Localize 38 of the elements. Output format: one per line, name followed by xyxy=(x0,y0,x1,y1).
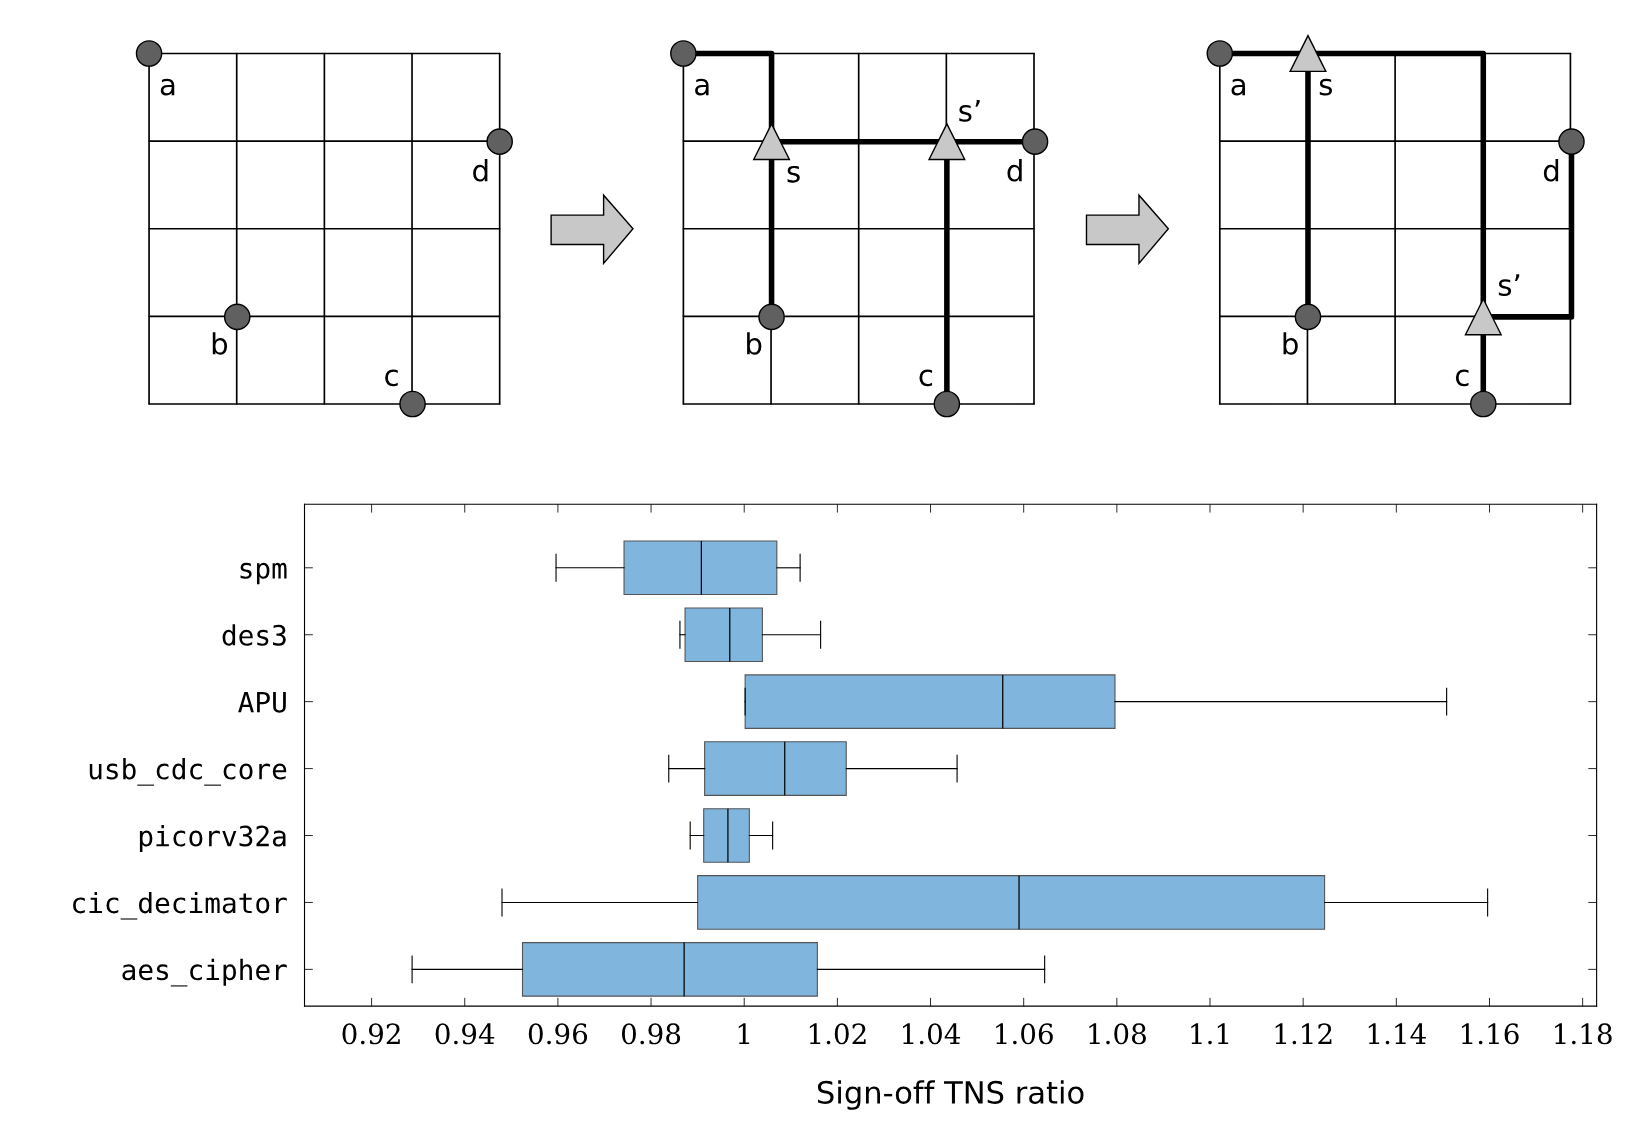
text: b xyxy=(212,332,228,355)
text: s xyxy=(787,165,800,183)
text: b xyxy=(1283,332,1298,355)
text: a xyxy=(1231,78,1245,96)
x-tick-label: 1.08 xyxy=(1089,1023,1146,1045)
y-tick-label: APU xyxy=(238,692,286,713)
y-tick-label: cic_decimator xyxy=(73,891,287,920)
x-tick-label: 1.02 xyxy=(809,1023,866,1045)
text: c xyxy=(919,369,933,387)
y-tick-label: spm xyxy=(240,562,287,585)
x-tick-label: 0.98 xyxy=(621,1023,681,1045)
y-tick-label: usb_cdc_core xyxy=(89,758,287,786)
text: a xyxy=(695,78,709,96)
x-tick-label: 1.04 xyxy=(903,1023,961,1045)
x-tick-label: 1.1 xyxy=(1191,1023,1229,1045)
x-axis-title: Sign-off TNS ratio xyxy=(817,1080,1084,1110)
x-tick-label: 1.06 xyxy=(996,1023,1053,1045)
x-tick-label: 0.94 xyxy=(435,1023,495,1045)
text: a xyxy=(160,78,175,96)
y-tick-label: des3 xyxy=(222,624,286,646)
x-tick-label: 0.96 xyxy=(528,1023,588,1045)
text: d xyxy=(1543,159,1559,182)
text: s’ xyxy=(959,100,980,122)
text: s xyxy=(1319,78,1332,96)
text: d xyxy=(1007,159,1022,182)
y-tick-label: aes_cipher xyxy=(122,958,287,987)
x-tick-label: 0.92 xyxy=(342,1023,400,1045)
x-tick-label: 1 xyxy=(738,1023,750,1044)
x-tick-label: 1.16 xyxy=(1461,1023,1519,1045)
text: s’ xyxy=(1498,274,1520,296)
text: b xyxy=(747,332,762,355)
x-tick-label: 1.14 xyxy=(1368,1023,1426,1045)
y-tick-label: picorv32a xyxy=(139,825,286,852)
x-tick-label: 1.18 xyxy=(1555,1023,1612,1045)
text: c xyxy=(1455,369,1469,387)
text: c xyxy=(385,369,398,387)
text: d xyxy=(473,159,488,182)
x-tick-label: 1.12 xyxy=(1275,1023,1332,1045)
